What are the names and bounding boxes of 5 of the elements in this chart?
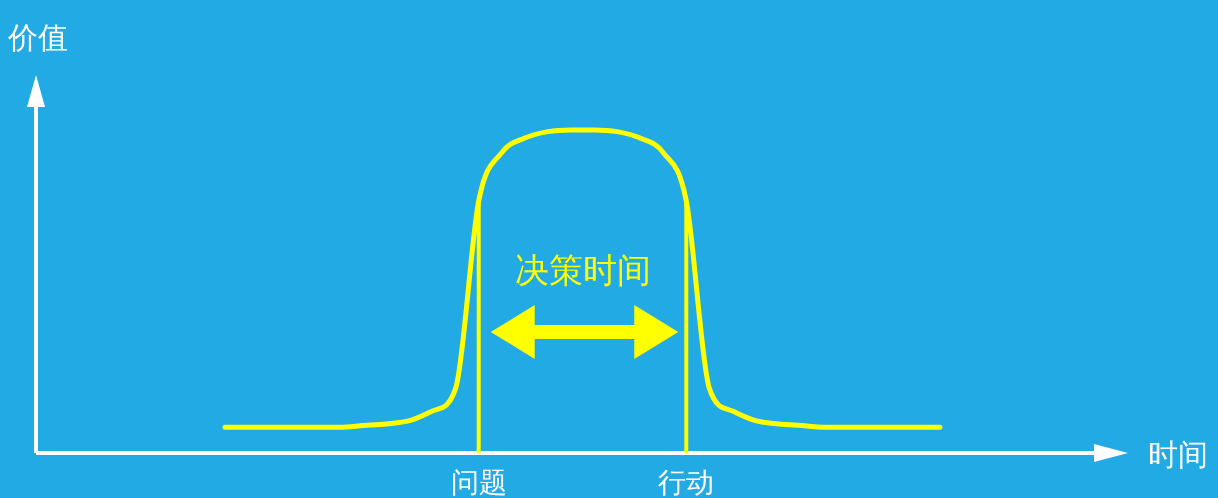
x-tick-label: 问题 [450,466,507,498]
x-tick-label: 行动 [658,466,715,498]
annotation: 决策时间 [514,250,651,290]
text: 价值 [7,20,68,55]
text: 时间 [1148,437,1208,472]
